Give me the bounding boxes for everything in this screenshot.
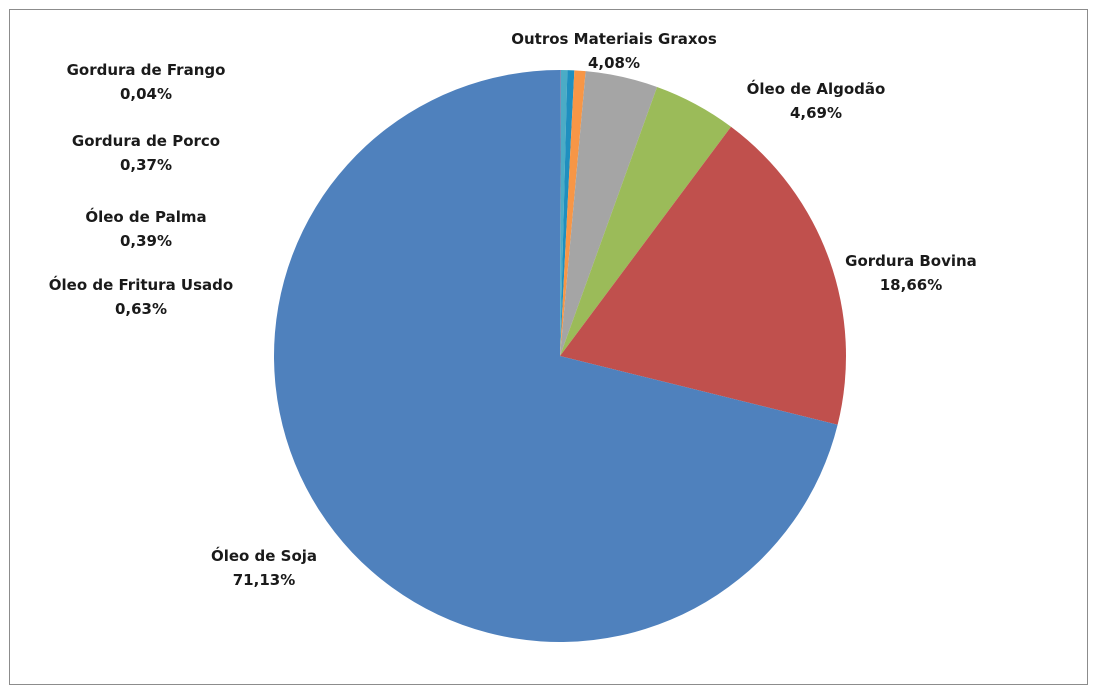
slice-value-gordura-bovina: 18,66% [880, 276, 942, 294]
slice-label-oleo-de-palma: Óleo de Palma [85, 207, 206, 226]
slice-label-oleo-de-algodao: Óleo de Algodão [747, 79, 886, 98]
pie-labels: Gordura de Frango 0,04% Gordura de Porco 0,… [49, 30, 977, 589]
slice-label-oleo-de-fritura-usado: Óleo de Fritura Usado [49, 275, 233, 294]
slice-label-oleo-de-soja: Óleo de Soja [211, 546, 317, 565]
pie-slice-oleo-de-soja [274, 70, 838, 642]
slice-value-outros-materiais-graxos: 4,08% [588, 54, 640, 72]
slice-value-oleo-de-algodao: 4,69% [790, 104, 842, 122]
pie-slice-oleo-de-palma [560, 70, 575, 356]
pie-slice-gordura-de-frango [560, 69, 561, 357]
pie-slice-outros-materiais-graxos [560, 71, 658, 357]
pie-slice-oleo-de-fritura-usado [560, 70, 586, 357]
pie-slice-gordura-de-porco [560, 70, 568, 356]
slice-value-oleo-de-soja: 71,13% [233, 571, 295, 589]
slice-value-gordura-de-porco: 0,37% [120, 156, 172, 174]
slice-label-gordura-de-frango: Gordura de Frango [67, 61, 226, 79]
pie-slice-gordura-bovina [560, 126, 847, 425]
slice-label-outros-materiais-graxos: Outros Materiais Graxos [511, 30, 717, 48]
slice-label-gordura-de-porco: Gordura de Porco [72, 132, 220, 150]
slice-value-gordura-de-frango: 0,04% [120, 85, 172, 103]
slice-label-gordura-bovina: Gordura Bovina [845, 252, 977, 270]
slice-value-oleo-de-palma: 0,39% [120, 232, 172, 250]
pie-slices [274, 69, 847, 642]
pie-slice-oleo-de-algodao [560, 86, 732, 356]
slice-value-oleo-de-fritura-usado: 0,63% [115, 300, 167, 318]
